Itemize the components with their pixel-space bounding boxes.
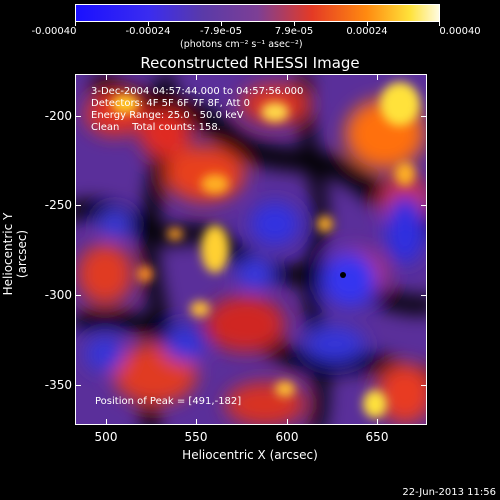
x-tick-label: 650 [365, 430, 389, 444]
detectors-text: Detectors: 4F 5F 6F 7F 8F, Att 0 [91, 98, 251, 109]
colorbar-label: 7.9e-05 [274, 26, 314, 37]
y-tick-label: -250 [44, 198, 72, 212]
x-axis-title: Heliocentric X (arcsec) [182, 448, 318, 462]
rhessi-image: 3-Dec-2004 04:57:44.000 to 04:57:56.000 … [75, 74, 427, 425]
time-range-text: 3-Dec-2004 04:57:44.000 to 04:57:56.000 [91, 86, 304, 97]
y-tick-label: -200 [44, 109, 72, 123]
y-axis-title: Heliocentric Y (arcsec) [1, 212, 29, 296]
colorbar-label: -7.9e-05 [200, 26, 242, 37]
colorbar-label: 0.00040 [439, 26, 481, 37]
clean-counts-text: Clean Total counts: 158. [91, 122, 221, 133]
colorbar [75, 4, 440, 22]
y-tick-label: -300 [44, 288, 72, 302]
x-tick-label: 550 [184, 430, 208, 444]
y-tick-label: -350 [44, 378, 72, 392]
colorbar-unit: (photons cm⁻² s⁻¹ asec⁻²) [180, 39, 303, 50]
colorbar-label: 0.00024 [346, 26, 388, 37]
timestamp: 22-Jun-2013 11:56 [402, 487, 496, 498]
plot-title: Reconstructed RHESSI Image [140, 54, 360, 72]
colorbar-label: -0.00040 [31, 26, 77, 37]
peak-position-text: Position of Peak = [491,-182] [95, 396, 242, 407]
energy-range-text: Energy Range: 25.0 - 50.0 keV [91, 110, 244, 121]
x-tick-label: 600 [275, 430, 299, 444]
heatmap-graphic [75, 74, 427, 425]
x-tick-label: 500 [94, 430, 118, 444]
colorbar-label: -0.00024 [125, 26, 171, 37]
